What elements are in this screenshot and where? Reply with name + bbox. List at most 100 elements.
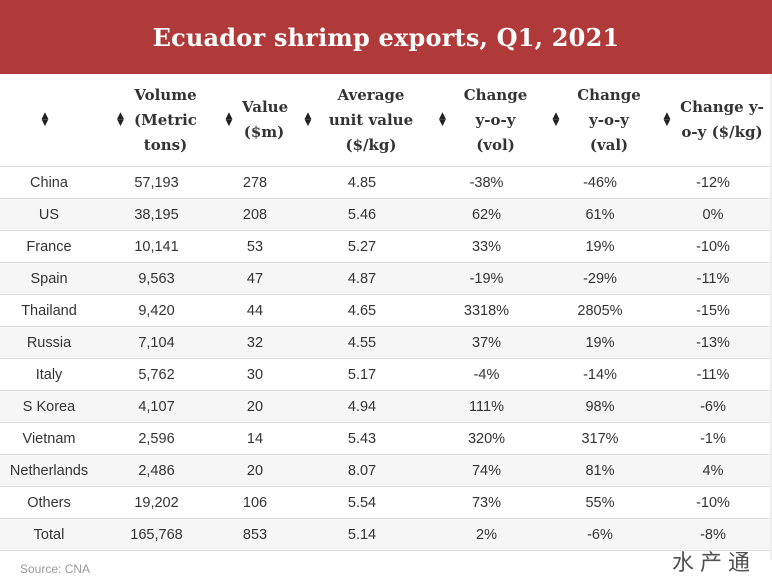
cell-country: S Korea	[0, 390, 98, 423]
cell-chg_kg: -11%	[656, 262, 770, 295]
cell-chg_val: 317%	[544, 422, 656, 455]
sort-up-down-icon[interactable]: ▲ ▼	[663, 111, 671, 128]
cell-chg_kg: -13%	[656, 326, 770, 359]
table-row: China 57,193 278 4.85 -38% -46% -12%	[0, 166, 770, 199]
cell-volume: 38,195	[98, 198, 215, 231]
cell-avg: 4.87	[295, 262, 429, 295]
cell-country: US	[0, 198, 98, 231]
cell-volume: 57,193	[98, 166, 215, 199]
cell-country: Spain	[0, 262, 98, 295]
cell-volume: 19,202	[98, 486, 215, 519]
cell-value: 32	[215, 326, 295, 359]
sort-up-down-icon[interactable]: ▲ ▼	[439, 111, 446, 128]
column-header-chg_kg[interactable]: ▲ ▼ Change y-o-y ($/kg)	[656, 74, 770, 167]
cell-country: Russia	[0, 326, 98, 359]
cell-chg_kg: -6%	[656, 390, 770, 423]
column-header-value[interactable]: ▲ ▼ Value ($m)	[215, 74, 295, 167]
cell-chg_kg: -15%	[656, 294, 770, 327]
column-header-label: Volume (Metric tons)	[134, 85, 197, 154]
title-bar: Ecuador shrimp exports, Q1, 2021	[0, 0, 772, 74]
cell-avg: 5.54	[295, 486, 429, 519]
cell-chg_val: 19%	[544, 326, 656, 359]
sort-up-down-icon[interactable]: ▲ ▼	[304, 111, 312, 128]
cell-chg_kg: -8%	[656, 518, 770, 551]
sort-up-down-icon[interactable]: ▲ ▼	[41, 111, 49, 128]
cell-chg_vol: 73%	[429, 486, 544, 519]
cell-value: 14	[215, 422, 295, 455]
column-header-avg[interactable]: ▲ ▼ Average unit value ($/kg)	[295, 74, 429, 167]
cell-avg: 4.85	[295, 166, 429, 199]
cell-chg_kg: -1%	[656, 422, 770, 455]
cell-chg_kg: 0%	[656, 198, 770, 231]
cell-chg_kg: -10%	[656, 486, 770, 519]
cell-chg_vol: -4%	[429, 358, 544, 391]
table-row: Others 19,202 106 5.54 73% 55% -10%	[0, 486, 770, 519]
cell-chg_vol: -38%	[429, 166, 544, 199]
cell-chg_vol: 320%	[429, 422, 544, 455]
cell-chg_kg: 4%	[656, 454, 770, 487]
table-row: Vietnam 2,596 14 5.43 320% 317% -1%	[0, 422, 770, 455]
table-row: Thailand 9,420 44 4.65 3318% 2805% -15%	[0, 294, 770, 327]
cell-chg_val: -6%	[544, 518, 656, 551]
cell-chg_vol: 62%	[429, 198, 544, 231]
cell-volume: 4,107	[98, 390, 215, 423]
column-header-country[interactable]: ▲ ▼	[0, 74, 98, 167]
column-header-label: Change y-o-y (val)	[577, 85, 641, 154]
cell-avg: 8.07	[295, 454, 429, 487]
cell-country: France	[0, 230, 98, 263]
column-header-label: Value ($m)	[242, 98, 289, 141]
cell-chg_val: 2805%	[544, 294, 656, 327]
table-body: China 57,193 278 4.85 -38% -46% -12% US 38,195 20…	[0, 166, 770, 551]
cell-country: China	[0, 166, 98, 199]
column-header-volume[interactable]: ▲ ▼ Volume (Metric tons)	[98, 74, 215, 167]
cell-chg_val: -29%	[544, 262, 656, 295]
sort-up-down-icon[interactable]: ▲ ▼	[552, 111, 560, 128]
cell-volume: 9,563	[98, 262, 215, 295]
cell-chg_kg: -10%	[656, 230, 770, 263]
sort-up-down-icon[interactable]: ▲ ▼	[117, 111, 124, 128]
cell-avg: 5.17	[295, 358, 429, 391]
cell-volume: 10,141	[98, 230, 215, 263]
right-border	[770, 74, 772, 560]
cell-value: 20	[215, 454, 295, 487]
cell-volume: 2,596	[98, 422, 215, 455]
cell-avg: 4.65	[295, 294, 429, 327]
cell-chg_vol: 37%	[429, 326, 544, 359]
cell-avg: 5.14	[295, 518, 429, 551]
cell-avg: 5.27	[295, 230, 429, 263]
sort-up-down-icon[interactable]: ▲ ▼	[225, 111, 233, 128]
table-row: Italy 5,762 30 5.17 -4% -14% -11%	[0, 358, 770, 391]
cell-value: 53	[215, 230, 295, 263]
cell-chg_val: 81%	[544, 454, 656, 487]
header-row: ▲ ▼ ▲ ▼ Volume (Metric tons) ▲ ▼ Value ($m) ▲ ▼ Av…	[0, 74, 770, 167]
cell-chg_vol: 74%	[429, 454, 544, 487]
column-header-chg_val[interactable]: ▲ ▼ Change y-o-y (val)	[544, 74, 656, 167]
cell-chg_vol: 2%	[429, 518, 544, 551]
cell-value: 30	[215, 358, 295, 391]
cell-avg: 5.43	[295, 422, 429, 455]
cell-chg_val: 61%	[544, 198, 656, 231]
cell-chg_val: -14%	[544, 358, 656, 391]
table-row: US 38,195 208 5.46 62% 61% 0%	[0, 198, 770, 231]
cell-chg_kg: -11%	[656, 358, 770, 391]
source-note: Source: CNA	[20, 562, 91, 576]
cell-value: 853	[215, 518, 295, 551]
cell-chg_val: 55%	[544, 486, 656, 519]
column-header-chg_vol[interactable]: ▲ ▼ Change y-o-y (vol)	[429, 74, 544, 167]
cell-chg_vol: 3318%	[429, 294, 544, 327]
table-row: S Korea 4,107 20 4.94 111% 98% -6%	[0, 390, 770, 423]
chart-title: Ecuador shrimp exports, Q1, 2021	[152, 22, 620, 52]
cell-chg_val: -46%	[544, 166, 656, 199]
cell-chg_val: 98%	[544, 390, 656, 423]
table-row: Netherlands 2,486 20 8.07 74% 81% 4%	[0, 454, 770, 487]
table-row: Spain 9,563 47 4.87 -19% -29% -11%	[0, 262, 770, 295]
cell-value: 106	[215, 486, 295, 519]
cell-country: Others	[0, 486, 98, 519]
column-header-label: Change y-o-y ($/kg)	[680, 98, 764, 141]
cell-chg_vol: 111%	[429, 390, 544, 423]
column-header-label: Change y-o-y (vol)	[463, 85, 528, 154]
cell-value: 44	[215, 294, 295, 327]
cell-chg_val: 19%	[544, 230, 656, 263]
cell-country: Netherlands	[0, 454, 98, 487]
cell-avg: 4.55	[295, 326, 429, 359]
